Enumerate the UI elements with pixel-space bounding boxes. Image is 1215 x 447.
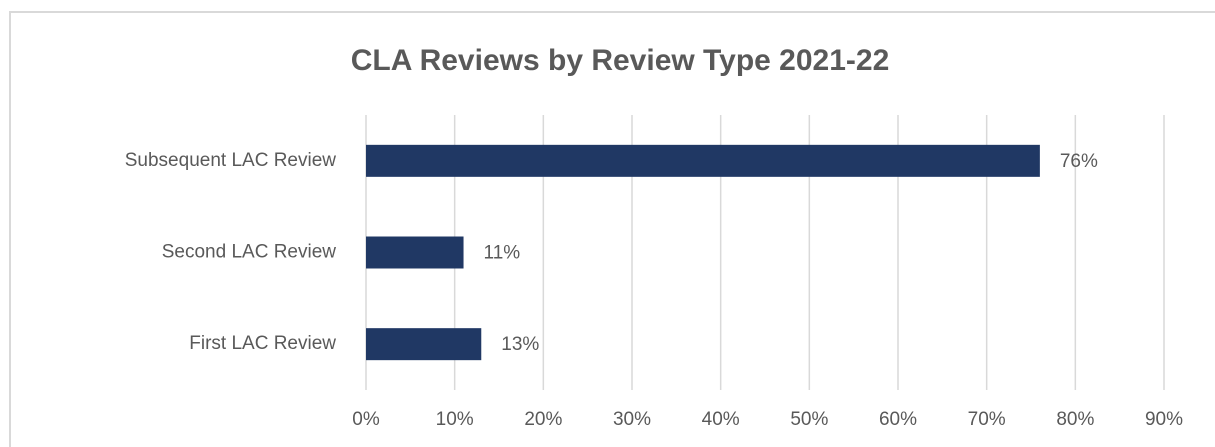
data-label: 11% [484, 243, 521, 264]
chart-title: CLA Reviews by Review Type 2021-22 [351, 44, 890, 77]
x-tick-label: 0% [352, 409, 380, 430]
x-tick-label: 60% [879, 409, 917, 430]
x-tick-label: 90% [1145, 409, 1183, 430]
x-tick-label: 40% [702, 409, 740, 430]
x-tick-label: 10% [436, 409, 474, 430]
bar [366, 328, 482, 361]
data-label: 76% [1060, 151, 1098, 172]
x-tick-label: 80% [1056, 409, 1094, 430]
x-tick-label: 30% [613, 409, 651, 430]
y-tick-label: Second LAC Review [162, 242, 337, 263]
y-tick-label: First LAC Review [189, 333, 336, 354]
x-tick-label: 50% [790, 409, 828, 430]
chart-frame [9, 11, 1215, 447]
x-tick-label: 70% [968, 409, 1006, 430]
y-tick-label: Subsequent LAC Review [125, 150, 337, 171]
data-label: 13% [501, 334, 539, 355]
x-tick-label: 20% [524, 409, 562, 430]
bar [366, 144, 1040, 177]
bar [366, 236, 464, 269]
